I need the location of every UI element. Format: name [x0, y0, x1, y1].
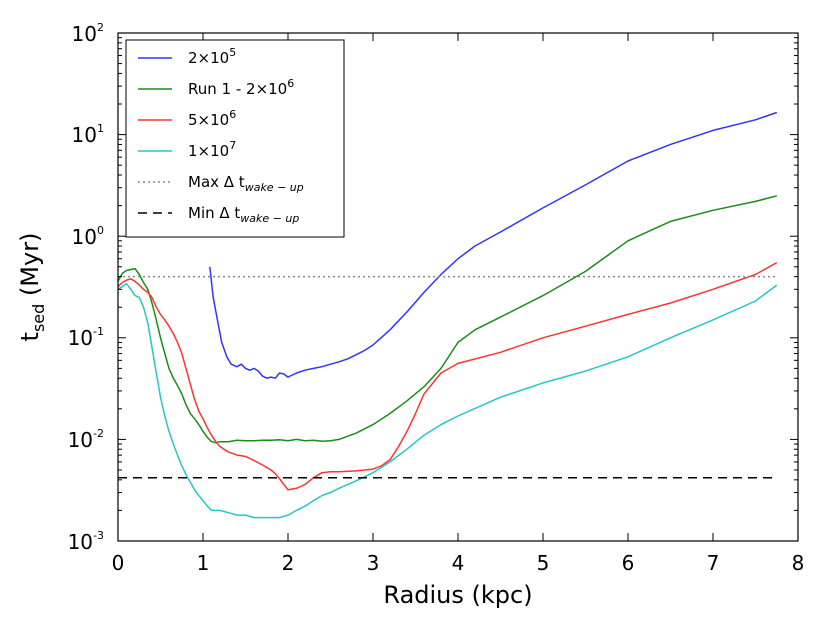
- legend-label: 5×106: [188, 108, 236, 129]
- y-tick-label: 102: [72, 21, 104, 46]
- ticks-layer: [117, 32, 799, 542]
- legend-label: Run 1 - 2×106: [188, 77, 294, 98]
- legend-label: Max Δ twake − up: [188, 173, 304, 194]
- legend-label: 1×107: [188, 139, 236, 160]
- y-tick-label: 10-2: [68, 427, 104, 452]
- x-tick-label: 4: [452, 551, 465, 575]
- x-tick-label: 1: [197, 551, 210, 575]
- series-line: [209, 111, 778, 379]
- x-tick-label: 3: [367, 551, 380, 575]
- x-tick-label: 8: [792, 551, 805, 575]
- series-line: [118, 261, 778, 491]
- x-tick-label: 6: [622, 551, 635, 575]
- y-tick-labels: 10-3 10-2 10-1 100 101 102: [68, 21, 104, 554]
- x-axis-label: Radius (kpc): [383, 581, 532, 609]
- series-layer: [118, 111, 778, 519]
- y-tick-label: 10-3: [68, 529, 104, 554]
- y-tick-label: 10-1: [68, 325, 104, 350]
- series-line: [118, 283, 778, 519]
- x-tick-label: 7: [707, 551, 720, 575]
- legend-label: 2×105: [188, 46, 236, 67]
- y-tick-label: 101: [72, 122, 104, 147]
- x-tick-label: 5: [537, 551, 550, 575]
- y-axis-label: tsed (Myr): [16, 233, 48, 342]
- legend-frame: [125, 39, 345, 238]
- series-line: [118, 195, 777, 444]
- y-tick-label: 100: [72, 224, 104, 249]
- x-tick-labels: 0 1 2 3 4 5 6 7 8: [112, 551, 805, 575]
- x-tick-label: 2: [282, 551, 295, 575]
- legend: 2×105 Run 1 - 2×106 5×106 1×107 Max Δ tw…: [125, 39, 345, 238]
- x-tick-label: 0: [112, 551, 125, 575]
- legend-label: Min Δ twake − up: [188, 204, 299, 225]
